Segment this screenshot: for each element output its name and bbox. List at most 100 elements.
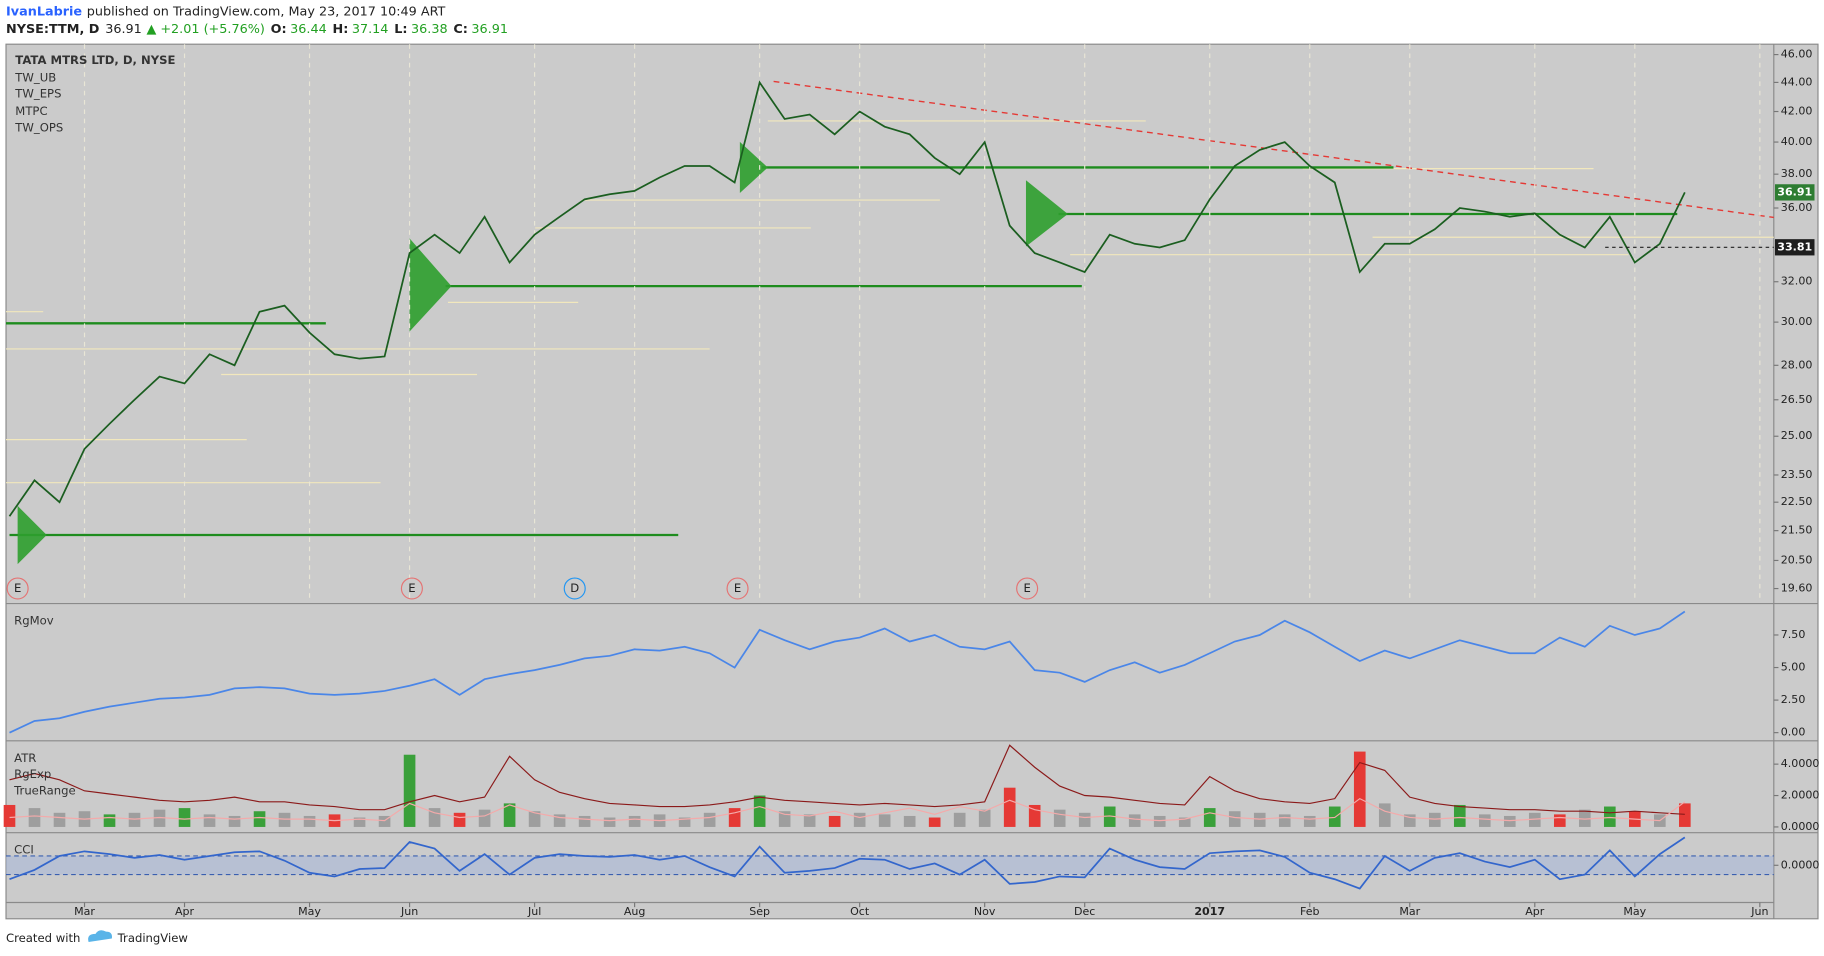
y-tick-label: 7.50 (1781, 628, 1806, 641)
bar (1453, 804, 1466, 827)
published: published on TradingView.com, May 23, 20… (87, 4, 446, 19)
bar (178, 808, 191, 827)
header: IvanLabrie published on TradingView.com, … (6, 4, 508, 36)
footer: Created with TradingView (6, 930, 188, 945)
bar (678, 817, 691, 827)
y-tick-label: 30.00 (1781, 315, 1813, 328)
bar (1428, 812, 1441, 827)
author[interactable]: IvanLabrie (6, 4, 82, 19)
pane-title: RgMov (14, 614, 54, 628)
bar (28, 808, 41, 827)
bar (703, 812, 716, 827)
ohlc-label: L: (394, 22, 407, 37)
event-marker[interactable] (6, 577, 29, 600)
y-tick-label: 26.50 (1781, 393, 1813, 406)
bar (1153, 815, 1166, 827)
indicator-name: TW_UB (14, 70, 56, 84)
y-tick-label: 42.00 (1781, 105, 1813, 118)
event-marker[interactable] (563, 577, 586, 600)
y-tick-label: 38.00 (1781, 167, 1813, 180)
y-tick-label: 23.50 (1781, 468, 1813, 481)
y-tick-label: 25.00 (1781, 429, 1813, 442)
bar (503, 803, 516, 827)
ohlc-label: O: (271, 22, 287, 37)
x-tick-label: Sep (749, 905, 770, 918)
x-tick-label: Nov (974, 905, 996, 918)
bar (903, 815, 916, 827)
bar (1303, 815, 1316, 827)
bar (253, 811, 266, 827)
event-label: E (14, 581, 21, 595)
bar (553, 814, 566, 827)
bar (3, 804, 16, 827)
line (9, 836, 1686, 890)
bar (103, 814, 116, 827)
signal-triangle (409, 238, 452, 332)
change: ▲ +2.01 (+5.76%) (146, 22, 264, 37)
y-tick-label: 5.00 (1781, 661, 1806, 674)
brand-logo[interactable] (88, 930, 113, 943)
band-fill (6, 855, 1774, 875)
bar (1478, 814, 1491, 827)
bar (853, 812, 866, 827)
chart-background (5, 43, 1819, 920)
x-tick-label: May (1623, 905, 1646, 918)
bar (1128, 814, 1141, 827)
y-tick-label: 0.0000 (1781, 820, 1820, 833)
ohlc-value: 36.91 (471, 22, 508, 37)
event-label: E (1023, 581, 1030, 595)
y-tick-label: 44.00 (1781, 75, 1813, 88)
event-marker[interactable] (726, 577, 749, 600)
bar (153, 809, 166, 827)
y-tick-label: 32.00 (1781, 275, 1813, 288)
bar (1503, 815, 1516, 827)
bar (1053, 809, 1066, 827)
bar (403, 754, 416, 827)
bar (753, 795, 766, 827)
bar (478, 809, 491, 827)
event-marker[interactable] (1016, 577, 1039, 600)
bar (1328, 806, 1341, 827)
bar (1228, 811, 1241, 827)
x-tick-label: Apr (1525, 905, 1545, 918)
y-tick-label: 20.50 (1781, 553, 1813, 566)
x-tick-label: Mar (1399, 905, 1420, 918)
bar (1278, 814, 1291, 827)
bar (928, 817, 941, 827)
event-marker[interactable] (400, 577, 423, 600)
bar (1178, 817, 1191, 827)
y-tick-label: 2.50 (1781, 693, 1806, 706)
bar (728, 808, 741, 827)
bar (1553, 814, 1566, 827)
bar (128, 812, 141, 827)
y-tick-label: 28.00 (1781, 358, 1813, 371)
bar (603, 817, 616, 827)
bar (278, 812, 291, 827)
bar (978, 809, 991, 827)
marker-price-tag (1774, 239, 1815, 256)
ohlc-label: H: (333, 22, 349, 37)
last: 36.91 (105, 22, 142, 37)
signal-triangle (1025, 180, 1068, 247)
bar (1603, 806, 1616, 827)
events: E E D E E (6, 577, 1039, 600)
bar (1403, 814, 1416, 827)
y-tick-label: 19.60 (1781, 582, 1813, 595)
brand[interactable]: TradingView (117, 931, 189, 945)
plot: Mar Apr May Jun Jul Aug Sep Oct Nov Dec 2017 Feb Mar… (3, 44, 1820, 918)
bar (628, 815, 641, 827)
x-tick-label: Dec (1074, 905, 1095, 918)
y-tick-label: 4.0000 (1781, 757, 1820, 770)
line (9, 797, 1686, 822)
support-lines (6, 166, 1678, 537)
bar (428, 808, 441, 827)
bar (803, 814, 816, 827)
ohlc-value: 36.44 (290, 22, 327, 37)
bar (1578, 809, 1591, 827)
signal-triangle (17, 505, 47, 565)
bar (1353, 751, 1366, 827)
bar (1528, 812, 1541, 827)
bar (1679, 803, 1691, 827)
